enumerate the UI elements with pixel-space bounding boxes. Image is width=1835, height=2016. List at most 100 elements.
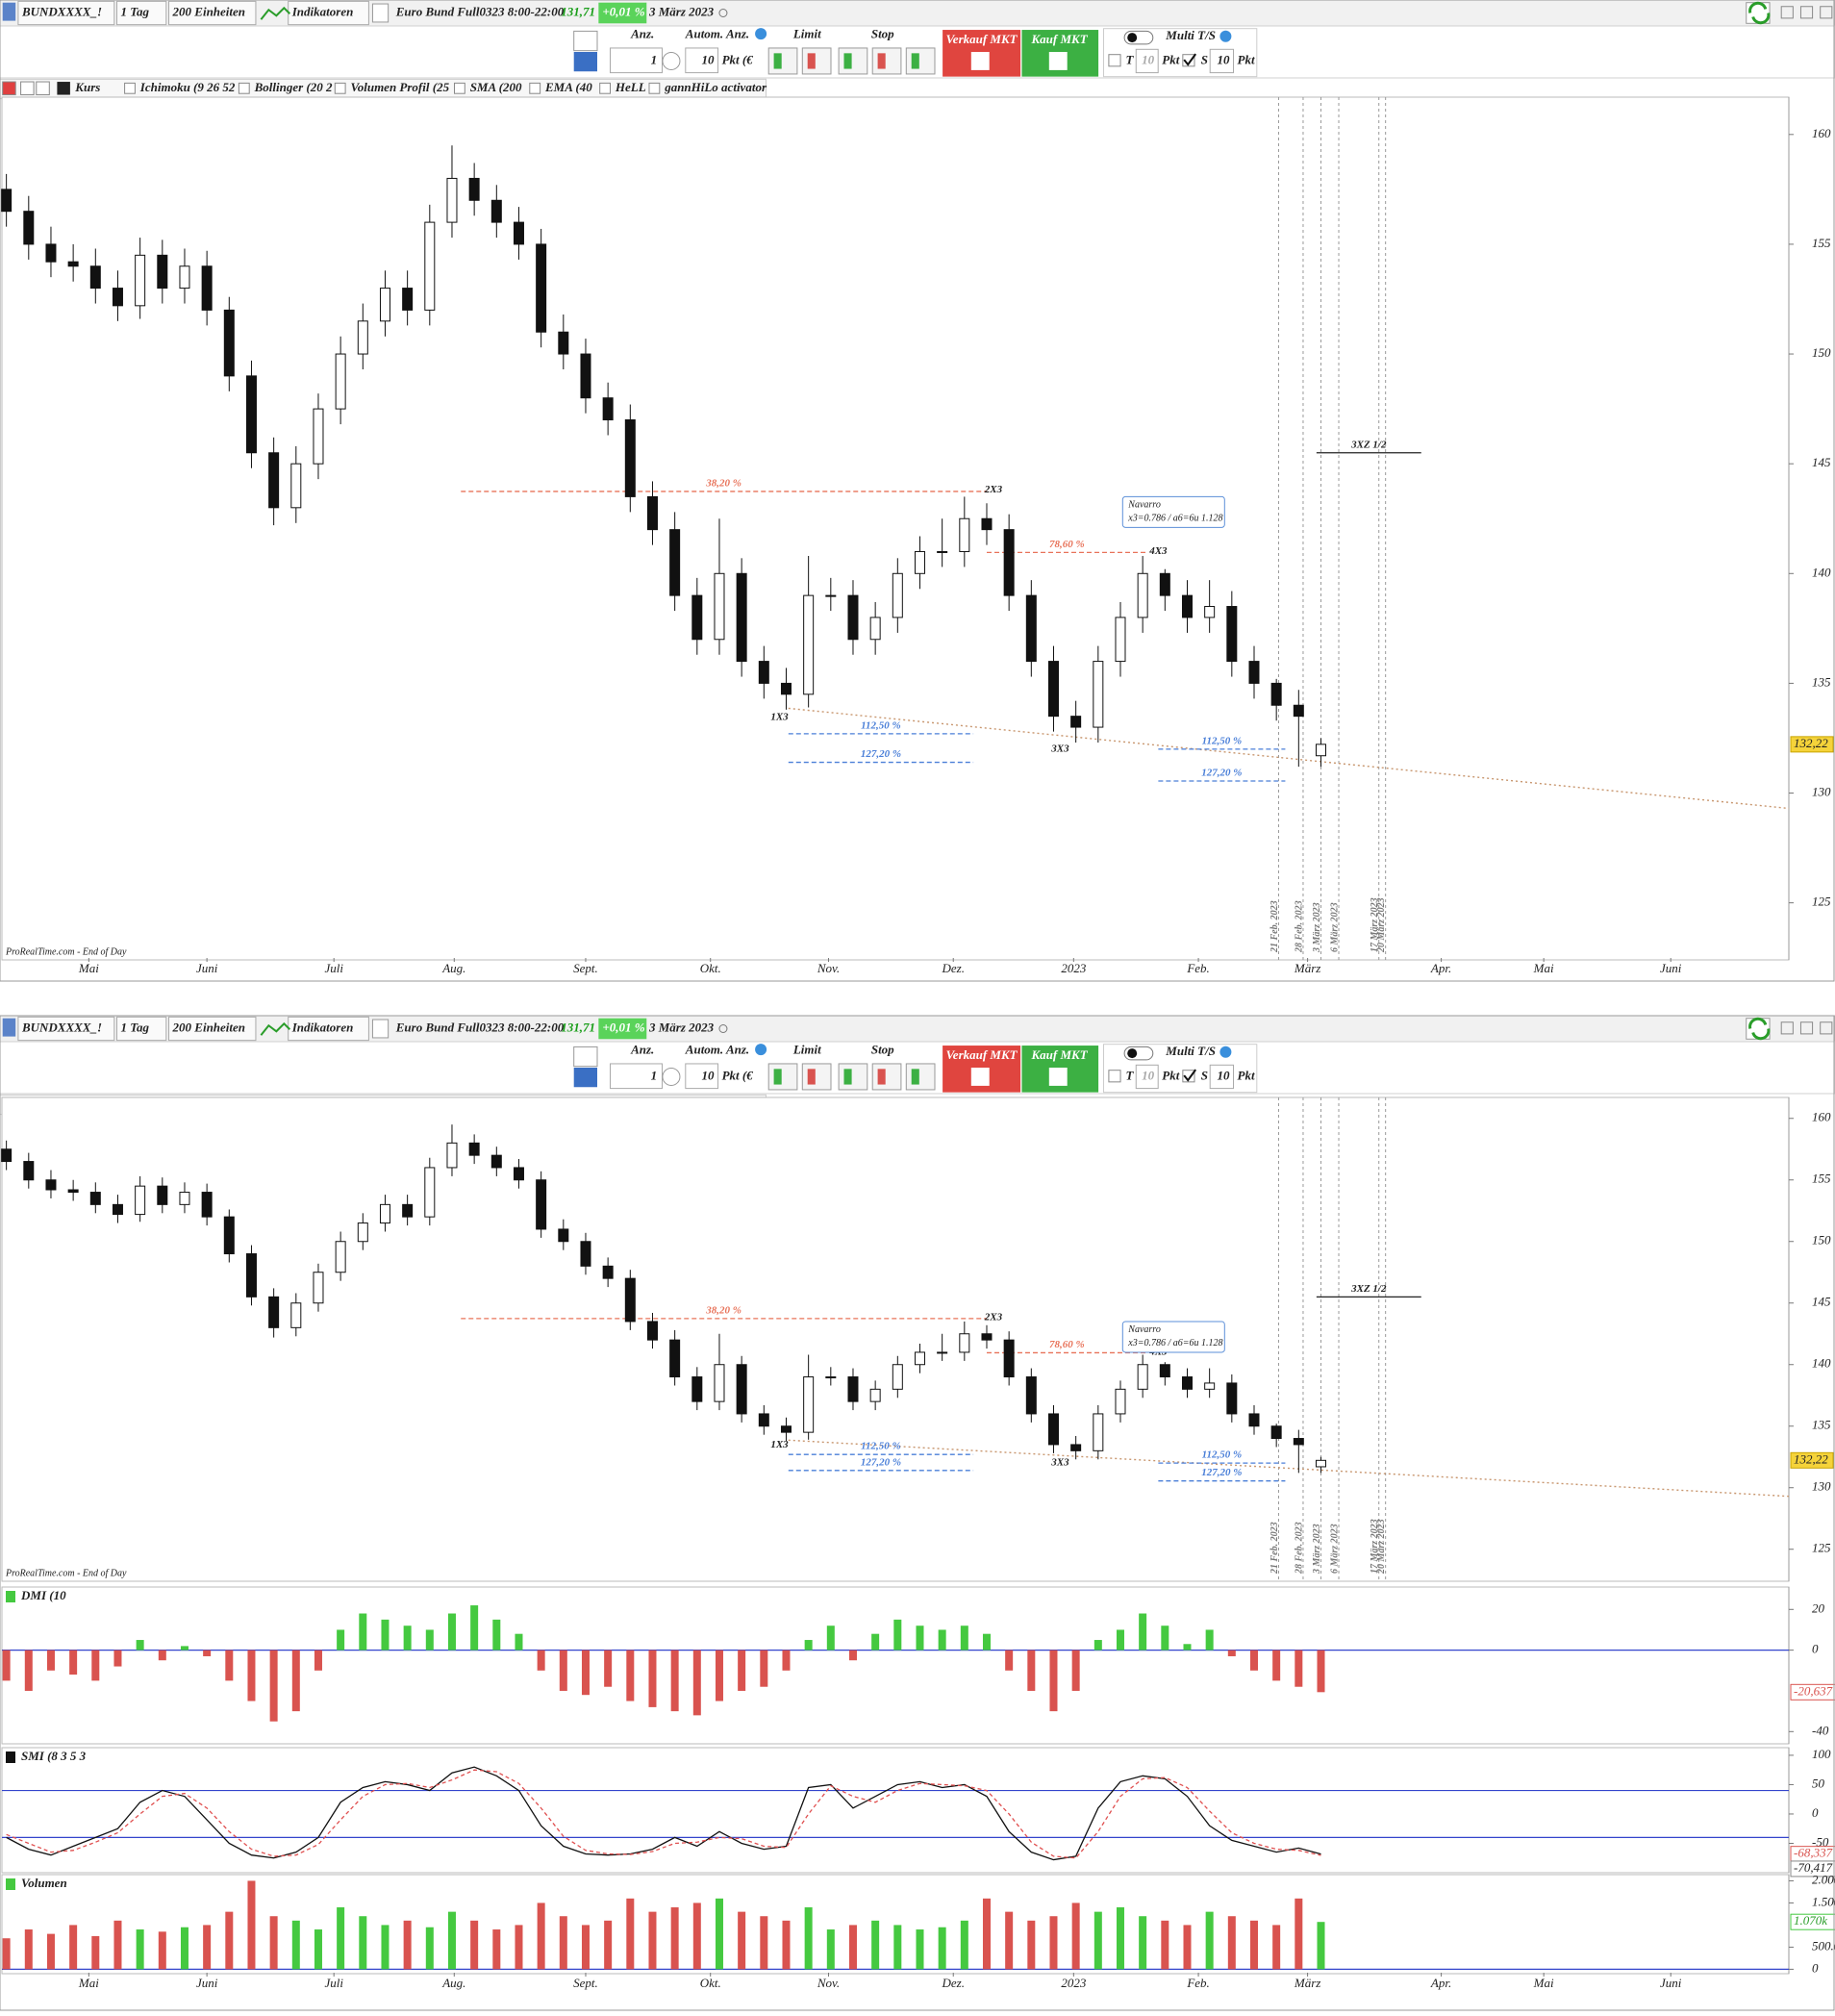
quote-date: 3 März 2023 [648,4,715,18]
checkbox[interactable] [334,82,346,94]
window-button[interactable] [1780,1021,1794,1035]
buy-label[interactable]: Kauf MKT [1031,1047,1089,1062]
checkbox[interactable] [648,82,661,94]
candle-body [1226,606,1238,663]
qty-input[interactable] [610,1063,663,1090]
tools-button[interactable] [573,1046,598,1068]
dropdown[interactable] [168,1016,257,1042]
t-input[interactable] [1135,48,1159,74]
checkbox[interactable] [1108,54,1121,67]
order-button[interactable] [871,1063,902,1091]
order-button[interactable] [838,1063,868,1091]
calculator-button[interactable] [573,52,597,72]
order-button[interactable] [905,1063,936,1091]
order-button[interactable] [871,47,902,75]
s-value[interactable]: 10 [1217,1068,1230,1082]
indicator-toggle[interactable]: gannHiLo activator [664,80,767,94]
candle-body [624,419,636,497]
candle-body [468,177,480,201]
checkbox[interactable] [124,82,136,94]
sell-label[interactable]: Verkauf MKT [946,1047,1018,1062]
dropdown[interactable] [116,1016,167,1042]
bar [2,1650,11,1681]
indicator-toggle[interactable]: Bollinger (20 2 [254,80,333,94]
dropdown-label[interactable]: 200 Einheiten [172,4,246,18]
window-button[interactable] [1799,6,1814,19]
dropdown[interactable] [288,1016,369,1042]
sell-label[interactable]: Verkauf MKT [946,32,1018,46]
qty-value[interactable]: 1 [651,1068,658,1082]
order-button[interactable] [905,47,936,75]
auto-qty-value[interactable]: 10 [702,52,716,66]
order-button[interactable] [767,1063,798,1091]
s-value[interactable]: 10 [1217,52,1230,66]
t-input[interactable] [1135,1064,1159,1090]
checkbox[interactable] [599,82,612,94]
dropdown[interactable] [288,0,369,26]
checkbox[interactable] [238,82,250,94]
menu-icon[interactable] [2,2,16,21]
window-button[interactable] [1820,1021,1833,1035]
t-value[interactable]: 10 [1142,1068,1155,1082]
dropdown-label[interactable]: 1 Tag [121,1020,150,1034]
dropdown-label[interactable]: Indikatoren [291,1020,354,1034]
indicator-toggle[interactable]: Volumen Profil (25 [351,80,450,94]
dropdown[interactable] [168,0,257,26]
t-value[interactable]: 10 [1142,52,1155,66]
checkbox[interactable] [529,82,541,94]
info-icon[interactable] [371,1019,390,1039]
dropdown[interactable] [17,0,115,26]
indicator-toggle[interactable]: Kurs [74,80,100,94]
bar [826,1929,835,1970]
checkbox[interactable] [1108,1070,1121,1083]
qty-value[interactable]: 1 [651,52,658,66]
dropdown-label[interactable]: 1 Tag [121,4,150,18]
auto-qty-input[interactable] [685,1063,719,1090]
level-label: 127,20 % [861,748,901,760]
footer: ProRealTime.com - End of Day [5,1568,127,1578]
label: Stop [871,1042,894,1056]
info-icon[interactable] [371,3,390,23]
label: Limit [792,1042,821,1056]
menu-icon[interactable] [2,1018,16,1037]
order-button[interactable] [767,47,798,75]
indicator-toggle[interactable]: SMA (200 [470,80,522,94]
indicator-toggle[interactable]: HeLL [615,80,646,94]
checkbox[interactable] [1182,54,1195,67]
row-icon[interactable] [20,81,35,96]
row-icon[interactable] [2,81,16,96]
order-button[interactable] [801,47,832,75]
dropdown-label[interactable]: 200 Einheiten [172,1020,246,1034]
dropdown[interactable] [17,1016,115,1042]
date-marker-label: 20 März 2023 [1376,897,1387,953]
s-input[interactable] [1209,48,1234,74]
order-button[interactable] [838,47,868,75]
wave-label: 3X3 [1050,1457,1069,1469]
row-icon[interactable] [36,81,50,96]
qty-input[interactable] [610,47,663,74]
dropdown-label[interactable]: BUNDXXXX_! [21,1020,102,1034]
dropdown-label[interactable]: Indikatoren [291,4,354,18]
window-button[interactable] [1820,6,1833,19]
window-button[interactable] [1799,1021,1814,1035]
calculator-button[interactable] [573,1068,597,1088]
y-tick-label: 140 [1812,1356,1831,1371]
indicator-toggle[interactable]: Ichimoku (9 26 52 [139,80,236,94]
tools-button[interactable] [573,30,598,52]
bar [203,1650,212,1656]
bar [91,1650,100,1681]
auto-qty-input[interactable] [685,47,719,74]
candle-body [892,572,903,618]
buy-label[interactable]: Kauf MKT [1031,32,1089,46]
bar [738,1911,746,1970]
dropdown[interactable] [116,0,167,26]
checkbox[interactable] [454,82,465,94]
checkbox[interactable] [1182,1070,1195,1083]
bar [180,1927,189,1970]
indicator-toggle[interactable]: EMA (40 [544,80,592,94]
window-button[interactable] [1780,6,1794,19]
auto-qty-value[interactable]: 10 [702,1068,716,1082]
dropdown-label[interactable]: BUNDXXXX_! [21,4,102,18]
order-button[interactable] [801,1063,832,1091]
s-input[interactable] [1209,1064,1234,1090]
